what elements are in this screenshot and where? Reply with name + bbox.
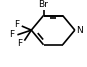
- Text: F: F: [14, 20, 19, 29]
- Text: N: N: [76, 26, 82, 35]
- Text: Br: Br: [39, 0, 48, 9]
- Text: F: F: [9, 30, 14, 39]
- Text: F: F: [17, 39, 23, 48]
